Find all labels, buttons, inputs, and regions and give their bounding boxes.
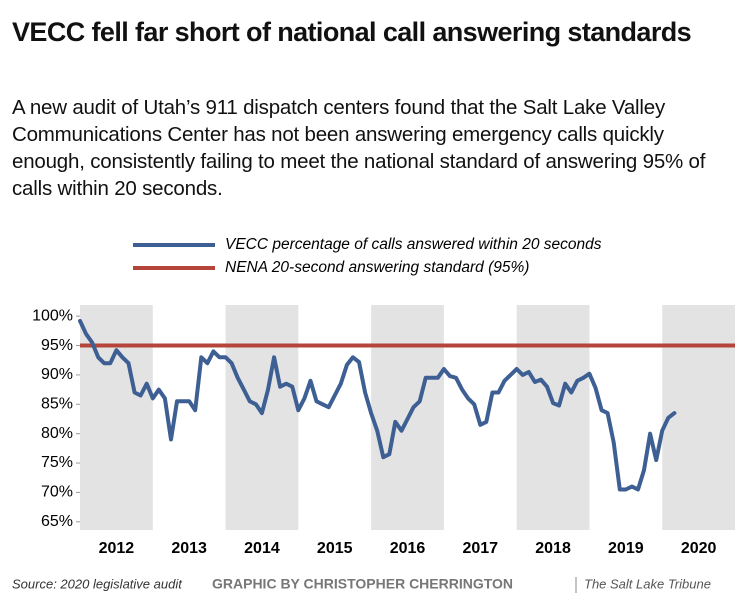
legend-label: NENA 20-second answering standard (95%) (225, 259, 529, 276)
y-tick-label: 100% (32, 307, 73, 324)
y-tick-label: 90% (41, 366, 73, 383)
year-band (225, 305, 299, 530)
x-tick-label: 2017 (462, 540, 498, 557)
data-line (78, 318, 677, 492)
y-tick-label: 65% (41, 513, 73, 530)
credit: GRAPHIC BY CHRISTOPHER CHERRINGTON (212, 576, 513, 592)
x-tick-label: 2012 (99, 540, 135, 557)
year-band (662, 305, 735, 530)
legend-label: VECC percentage of calls answered within… (225, 236, 602, 253)
year-band (516, 305, 590, 530)
chart-subtitle: A new audit of Utah’s 911 dispatch cente… (12, 96, 706, 200)
x-tick-label: 2019 (608, 540, 644, 557)
y-tick-label: 95% (41, 337, 73, 354)
chart-title: VECC fell far short of national call ans… (12, 17, 692, 47)
x-tick-label: 2013 (171, 540, 207, 557)
y-tick-label: 80% (41, 425, 73, 442)
y-tick-label: 85% (41, 396, 73, 413)
x-tick-label: 2014 (244, 540, 280, 557)
source: Source: 2020 legislative audit (12, 576, 183, 591)
y-tick-label: 75% (41, 454, 73, 471)
y-tick-label: 70% (41, 484, 73, 501)
x-tick-label: 2018 (535, 540, 571, 557)
publisher: The Salt Lake Tribune (584, 576, 711, 591)
x-tick-label: 2020 (681, 540, 717, 557)
x-tick-label: 2016 (390, 540, 426, 557)
x-tick-label: 2015 (317, 540, 353, 557)
